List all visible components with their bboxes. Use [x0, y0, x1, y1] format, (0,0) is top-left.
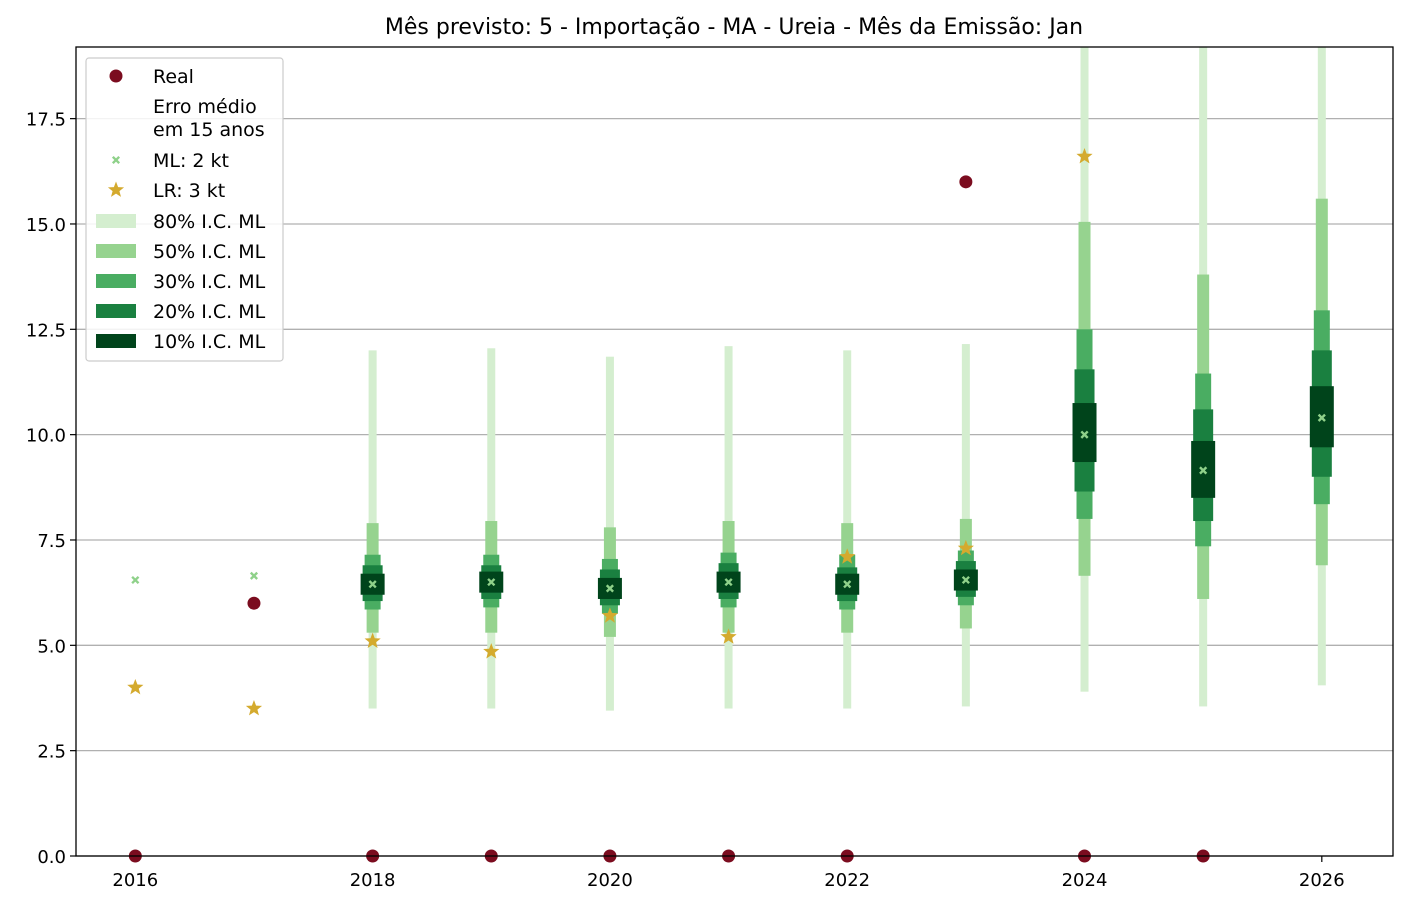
- lr-point: [127, 678, 144, 695]
- legend-item-ci10: 10% I.C. ML: [96, 331, 266, 353]
- x-tick-label: 2018: [350, 870, 396, 891]
- ml-point: [724, 578, 733, 587]
- legend-item-ci30: 30% I.C. ML: [96, 271, 266, 293]
- y-axis-ticks: 0.0 2.5 5.0 7.5 10.0 12.5 15.0 17.5: [26, 110, 76, 868]
- legend-item-ci50: 50% I.C. ML: [96, 241, 266, 263]
- legend-item-real: Real: [109, 66, 194, 88]
- y-tick-label: 17.5: [26, 110, 66, 131]
- legend-label: Real: [153, 66, 194, 88]
- legend-ci10-swatch: [96, 334, 136, 348]
- lr-point: [839, 548, 856, 564]
- y-tick-label: 7.5: [37, 531, 66, 552]
- ml-point: [605, 584, 614, 593]
- x-tick-label: 2024: [1062, 870, 1108, 891]
- legend-label: 50% I.C. ML: [153, 241, 266, 263]
- legend-label: Erro médio: [153, 96, 257, 118]
- ml-point: [1199, 466, 1208, 475]
- ml-point: [1080, 430, 1089, 439]
- data-points: [127, 148, 1326, 863]
- lr-point: [957, 539, 974, 556]
- legend-lr-marker: [107, 181, 125, 197]
- legend-item-ci80: 80% I.C. ML: [96, 211, 266, 233]
- legend-label: LR: 3 kt: [153, 180, 225, 202]
- y-tick-label: 12.5: [26, 320, 66, 341]
- legend-ci30-swatch: [96, 274, 136, 288]
- ml-point: [843, 580, 852, 589]
- lr-point: [1076, 148, 1093, 164]
- legend-ci20-swatch: [96, 304, 136, 318]
- ml-point: [1317, 413, 1326, 422]
- lr-point: [483, 643, 500, 659]
- real-point: [959, 175, 973, 189]
- lr-point: [245, 700, 263, 716]
- x-tick-label: 2020: [587, 870, 633, 891]
- ml-point: [961, 575, 970, 585]
- ml-point: [368, 580, 377, 589]
- legend-ci50-swatch: [96, 244, 136, 258]
- legend-label: 30% I.C. ML: [153, 271, 266, 293]
- lr-point: [601, 607, 618, 623]
- x-tick-label: 2022: [824, 870, 870, 891]
- legend-label: 20% I.C. ML: [153, 301, 266, 323]
- legend-ci80-swatch: [96, 214, 136, 228]
- legend-label: 80% I.C. ML: [153, 211, 266, 233]
- x-tick-label: 2026: [1299, 870, 1345, 891]
- legend-label: 10% I.C. ML: [153, 331, 266, 353]
- plot-frame: [75, 46, 1394, 857]
- lr-point: [364, 632, 381, 648]
- y-tick-label: 10.0: [26, 426, 66, 447]
- x-tick-label: 2016: [112, 870, 158, 891]
- ml-point: [131, 575, 140, 585]
- legend-item-ci20: 20% I.C. ML: [96, 301, 266, 323]
- legend-ml-marker: [111, 155, 121, 165]
- ci10-bar: [1072, 403, 1097, 463]
- y-tick-label: 5.0: [37, 636, 66, 657]
- y-tick-label: 2.5: [37, 742, 66, 763]
- legend-label: ML: 2 kt: [153, 150, 229, 172]
- legend-label: em 15 anos: [153, 119, 265, 141]
- legend-item-ml: ML: 2 kt: [111, 150, 229, 172]
- lr-point: [720, 628, 737, 644]
- y-tick-label: 15.0: [26, 215, 66, 236]
- ml-point: [487, 578, 496, 587]
- confidence-intervals: [360, 47, 1334, 711]
- chart-title: Mês previsto: 5 - Importação - MA - Urei…: [385, 15, 1083, 40]
- legend-item-lr: LR: 3 kt: [107, 180, 225, 202]
- x-axis-ticks: 2016 2018 2020 2022 2024 2026: [112, 856, 1345, 891]
- ml-point: [249, 571, 259, 580]
- y-tick-label: 0.0: [37, 847, 66, 868]
- legend-real-marker: [109, 69, 123, 83]
- grid-lines: [76, 117, 1393, 857]
- real-point: [247, 596, 261, 610]
